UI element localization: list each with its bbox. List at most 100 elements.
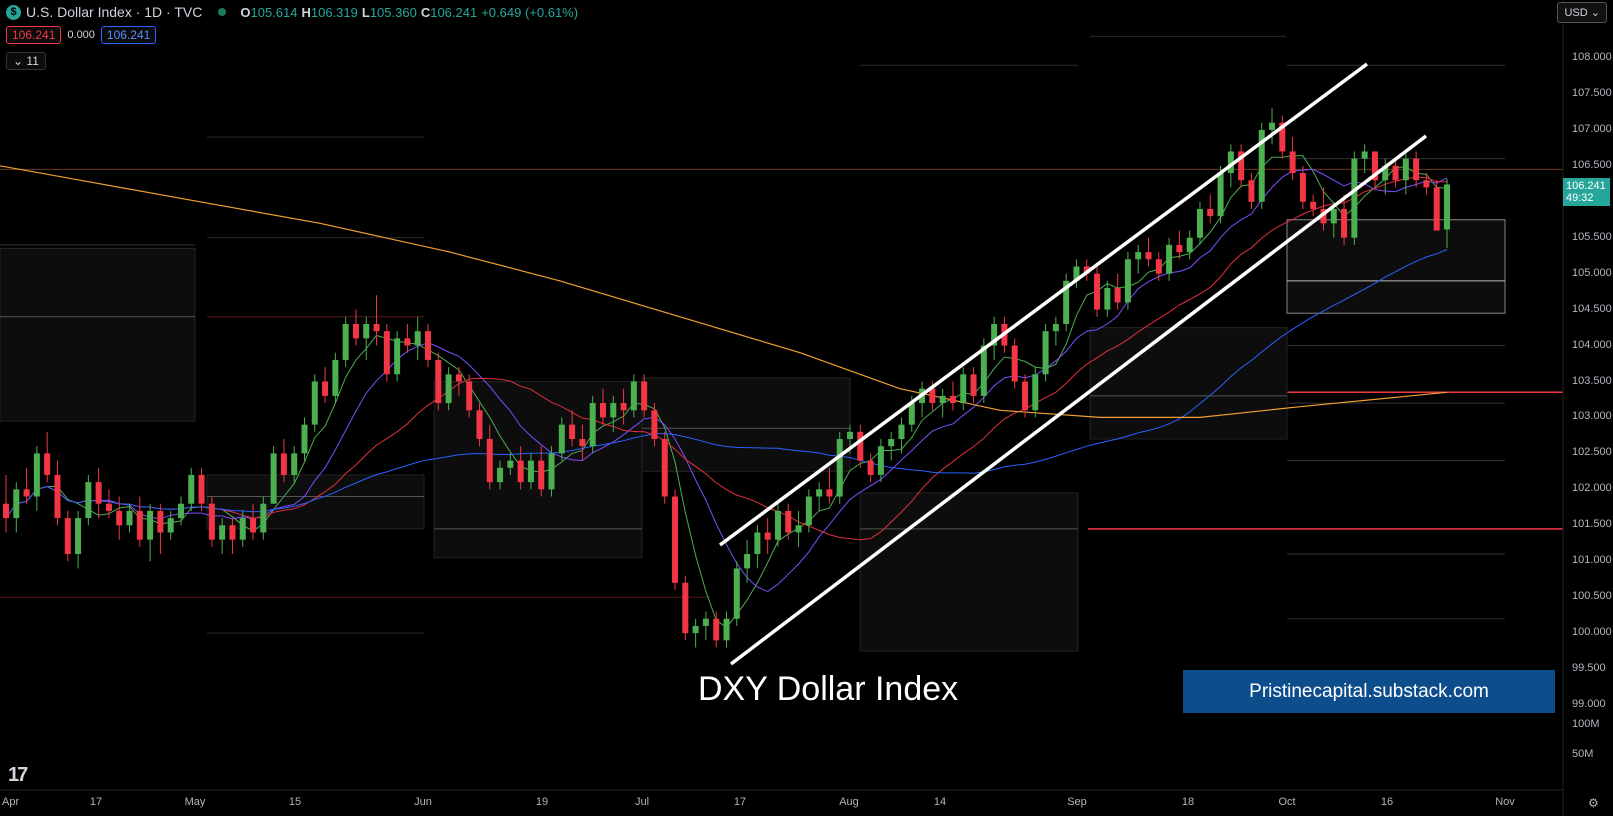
candle-body	[167, 518, 174, 533]
candle-body	[1104, 288, 1111, 310]
candle-body	[497, 467, 504, 483]
y-tick-label: 107.500	[1572, 86, 1612, 99]
candle-body	[1392, 165, 1399, 181]
y-tick-label: 108.000	[1572, 51, 1612, 63]
candle-body	[486, 439, 493, 483]
candle-body	[404, 338, 411, 346]
candle-body	[1423, 180, 1430, 188]
ohlc-c: C106.241	[420, 4, 478, 20]
candle-body	[445, 374, 452, 404]
candle-body	[363, 323, 370, 339]
candle-body	[95, 482, 102, 504]
candle-body	[64, 518, 71, 555]
candle-body	[507, 460, 514, 468]
candle-body	[1402, 158, 1409, 181]
x-tick-label: 15	[288, 796, 302, 808]
candle-body	[661, 439, 668, 497]
candle-body	[280, 453, 287, 475]
candle-body	[322, 381, 329, 396]
candle-body	[44, 453, 51, 475]
candle-body	[1351, 158, 1358, 238]
candle-body	[1021, 381, 1028, 411]
candle-body	[1114, 288, 1121, 303]
candle-body	[466, 381, 473, 411]
candle-body	[558, 424, 565, 454]
candlesticks	[3, 108, 1450, 648]
candle-body	[1238, 151, 1245, 181]
x-tick-label: Sep	[1067, 796, 1087, 808]
candle-body	[1258, 129, 1265, 202]
candle-body	[1073, 266, 1080, 281]
y-tick-label: 107.000	[1572, 122, 1612, 135]
candle-body	[754, 532, 761, 555]
candle-body	[816, 489, 823, 497]
x-tick-label: 19	[535, 796, 549, 808]
chevron-down-icon: ⌄	[13, 54, 24, 68]
x-tick-label: 14	[933, 796, 947, 808]
candle-body	[692, 625, 699, 634]
symbol-title[interactable]: U.S. Dollar Index · 1D · TVC	[26, 4, 203, 20]
currency-selector[interactable]: USD ⌄	[1557, 2, 1607, 23]
candle-body	[105, 503, 112, 511]
ohlc-o: O105.614	[240, 4, 298, 20]
candle-body	[425, 331, 432, 360]
candle-body	[1269, 122, 1276, 130]
candle-body	[270, 453, 277, 504]
candle-body	[991, 323, 998, 346]
price-zone	[859, 492, 1079, 652]
candle-body	[538, 460, 545, 490]
candle-body	[260, 503, 267, 533]
x-tick-label: Jul	[634, 796, 650, 808]
x-tick-label: May	[184, 796, 206, 808]
candle-body	[836, 439, 843, 497]
x-tick-label: 16	[1380, 796, 1394, 808]
candle-body	[85, 482, 92, 519]
candle-body	[239, 518, 246, 540]
candle-body	[75, 518, 82, 555]
trend-channel	[718, 62, 1428, 666]
candle-body	[1196, 208, 1203, 238]
y-tick-label: 99.000	[1572, 698, 1606, 710]
tradingview-logo-icon[interactable]: 17	[8, 764, 28, 786]
chevron-down-icon: ⌄	[1590, 7, 1600, 19]
chart-annotation-title: DXY Dollar Index	[698, 670, 959, 708]
candle-body	[1135, 252, 1142, 260]
candle-body	[579, 439, 586, 447]
x-tick-label: Oct	[1278, 796, 1296, 808]
candle-body	[147, 510, 154, 540]
sell-price[interactable]: 106.241	[6, 26, 62, 44]
buy-price[interactable]: 106.241	[100, 26, 157, 44]
y-tick-label: 101.500	[1572, 518, 1612, 531]
candle-body	[702, 618, 709, 626]
candle-body	[1279, 122, 1286, 152]
candle-body	[682, 582, 689, 634]
candle-body	[1176, 244, 1183, 253]
candle-body	[1063, 280, 1070, 324]
candle-body	[620, 403, 627, 411]
settings-gear-icon[interactable]: ⚙	[1588, 796, 1599, 810]
y-tick-label: 105.000	[1572, 266, 1612, 279]
symbol-header[interactable]: $ U.S. Dollar Index · 1D · TVC O105.614 H…	[6, 2, 578, 22]
candle-body	[641, 381, 648, 411]
candle-body	[291, 453, 298, 475]
candle-body	[332, 359, 339, 396]
indicators-count: 11	[26, 54, 39, 68]
y-tick-label: 100.500	[1572, 590, 1612, 603]
candle-body	[949, 395, 956, 404]
ma-10-line	[5, 168, 1448, 592]
candle-body	[1155, 259, 1162, 274]
last-price-tag: 106.241 49:32	[1563, 178, 1610, 206]
volume-tick-label: 100M	[1572, 718, 1600, 730]
candle-body	[1166, 244, 1173, 274]
candle-body	[589, 403, 596, 447]
channel-lower-line	[729, 134, 1428, 666]
candle-body	[1382, 165, 1389, 181]
ma-50-line	[5, 249, 1448, 519]
x-tick-label: 17	[89, 796, 103, 808]
candle-body	[54, 474, 61, 519]
price-change: +0.649 (+0.61%)	[481, 4, 579, 20]
candle-body	[630, 381, 637, 411]
indicators-toggle[interactable]: ⌄ 11	[6, 52, 46, 70]
y-tick-label: 102.500	[1572, 446, 1612, 459]
